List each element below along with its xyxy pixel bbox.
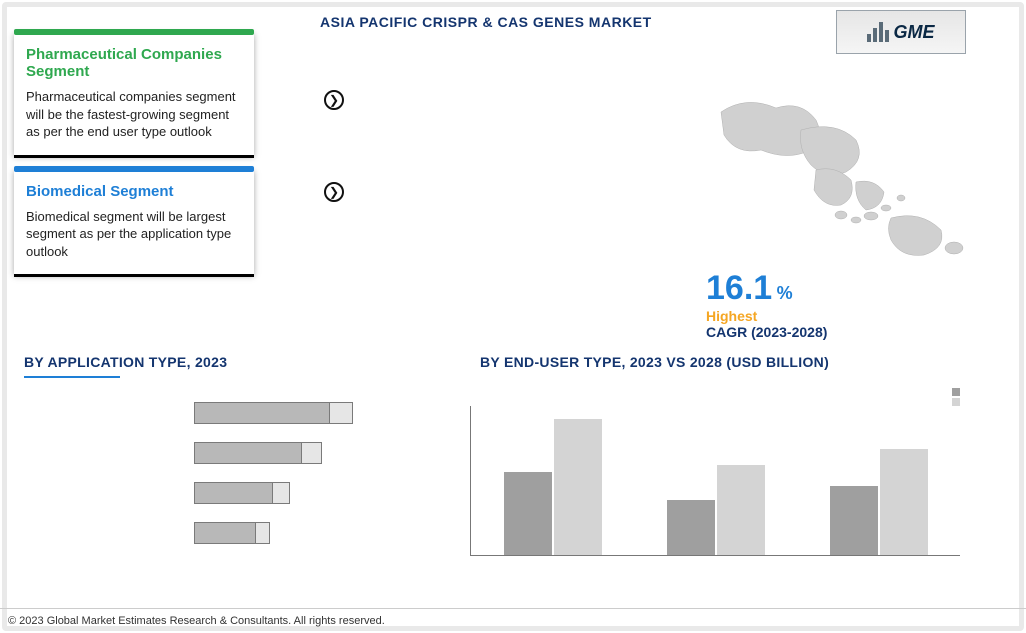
map-region: 16.1 % Highest CAGR (2023-2028) (706, 90, 986, 340)
cagr-highest-label: Highest (706, 308, 986, 324)
enduser-legend (952, 388, 960, 408)
hbar-segment (273, 482, 290, 504)
legend-swatch (952, 398, 960, 406)
application-chart-underline (24, 376, 120, 378)
hbar-row: Agricultural (24, 438, 364, 468)
page-title: ASIA PACIFIC CRISPR & CAS GENES MARKET (320, 14, 652, 30)
hbar-row: Biological (24, 518, 364, 548)
hbar-segment (194, 442, 302, 464)
footer-divider (0, 608, 1026, 609)
footer-copyright: © 2023 Global Market Estimates Research … (8, 615, 385, 627)
card-bottom-rule (14, 274, 254, 277)
logo: GME (836, 10, 966, 54)
top-region: ASIA PACIFIC CRISPR & CAS GENES MARKET G… (0, 0, 1026, 340)
card-accent (14, 29, 254, 35)
enduser-bar-area (470, 406, 960, 556)
hbar-track (194, 442, 364, 464)
divider (10, 346, 1016, 347)
chevron-right-icon: ❯ (324, 90, 344, 110)
hbar-label: Biomedical (24, 407, 194, 419)
cagr-period-label: CAGR (2023-2028) (706, 324, 986, 340)
bottom-region: BY APPLICATION TYPE, 2023 Biomedical Agri… (0, 354, 1026, 604)
vbar (667, 500, 715, 555)
chevron-right-icon: ❯ (324, 182, 344, 202)
card-accent (14, 166, 254, 172)
hbar-segment (194, 522, 256, 544)
vbar (554, 419, 602, 555)
card-bottom-rule (14, 155, 254, 158)
vbar (504, 472, 552, 555)
logo-text: GME (893, 22, 934, 43)
hbar-label: Biological (24, 527, 194, 539)
cagr-value: 16.1 (706, 269, 772, 307)
asia-pacific-map-icon (706, 90, 976, 260)
hbar-label: Industrial (24, 487, 194, 499)
hbar-row: Biomedical (24, 398, 364, 428)
card-pharma: Pharmaceutical Companies Segment Pharmac… (14, 32, 254, 155)
card-title: Pharmaceutical Companies Segment (26, 46, 242, 80)
application-chart-title: BY APPLICATION TYPE, 2023 (24, 354, 227, 370)
legend-item (952, 398, 960, 406)
card-biomedical: Biomedical Segment Biomedical segment wi… (14, 169, 254, 275)
logo-bars-icon (867, 22, 889, 42)
hbar-track (194, 482, 364, 504)
hbar-segment (194, 402, 330, 424)
left-cards: Pharmaceutical Companies Segment Pharmac… (14, 32, 254, 288)
hbar-label: Agricultural (24, 447, 194, 459)
vbar-group (504, 419, 602, 555)
bullet-list: ❯ ❯ (324, 90, 644, 274)
vbar-group (830, 449, 928, 555)
hbar-segment (330, 402, 353, 424)
cagr-block: 16.1 % Highest CAGR (2023-2028) (706, 269, 986, 340)
legend-item (952, 388, 960, 396)
bullet-item: ❯ (324, 90, 644, 110)
vbar (880, 449, 928, 555)
hbar-segment (302, 442, 322, 464)
enduser-chart-title: BY END-USER TYPE, 2023 VS 2028 (USD BILL… (480, 354, 829, 370)
legend-swatch (952, 388, 960, 396)
hbar-row: Industrial (24, 478, 364, 508)
bullet-item: ❯ (324, 182, 644, 202)
hbar-track (194, 522, 364, 544)
cagr-percent: % (777, 283, 793, 303)
vbar-group (667, 465, 765, 555)
vbar (830, 486, 878, 555)
application-chart: Biomedical Agricultural Industrial Biologic… (24, 398, 364, 568)
card-title: Biomedical Segment (26, 183, 242, 200)
hbar-segment (256, 522, 270, 544)
card-body: Biomedical segment will be largest segme… (26, 208, 242, 261)
card-body: Pharmaceutical companies segment will be… (26, 88, 242, 141)
hbar-track (194, 402, 364, 424)
vbar (717, 465, 765, 555)
hbar-segment (194, 482, 273, 504)
enduser-chart (440, 384, 980, 584)
